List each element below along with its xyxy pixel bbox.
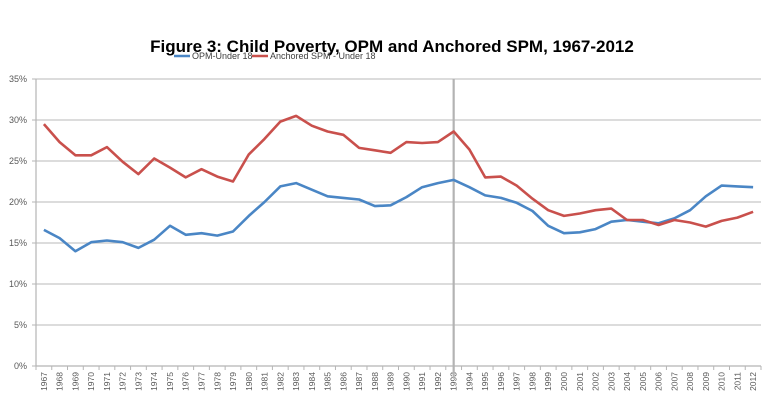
- x-tick-label: 1974: [149, 372, 159, 391]
- x-tick-label: 1967: [39, 372, 49, 391]
- x-tick-label: 2000: [559, 372, 569, 391]
- chart-title: Figure 3: Child Poverty, OPM and Anchore…: [150, 37, 634, 56]
- x-tick-label: 2001: [575, 372, 585, 391]
- legend: OPM-Under 18 Anchored SPM - Under 18: [174, 51, 376, 61]
- x-tick-label: 1980: [244, 372, 254, 391]
- x-tick-label: 1979: [228, 372, 238, 391]
- x-tick-label: 1982: [275, 372, 285, 391]
- x-tick-label: 2005: [638, 372, 648, 391]
- gridlines: [36, 78, 761, 326]
- y-tick-label: 0%: [14, 361, 27, 371]
- x-tick-label: 1978: [212, 372, 222, 391]
- x-tick-label: 1970: [86, 372, 96, 391]
- x-tick-label: 1999: [543, 372, 553, 391]
- x-tick-label: 2006: [654, 372, 664, 391]
- y-tick-label: 25%: [9, 156, 27, 166]
- x-tick-label: 1985: [323, 372, 333, 391]
- x-tick-label: 1996: [496, 372, 506, 391]
- x-tick-label: 2007: [669, 372, 679, 391]
- x-tick-label: 1977: [196, 372, 206, 391]
- y-axis: 0% 5% 10% 15% 20% 25% 30% 35%: [9, 74, 37, 371]
- x-tick-label: 1971: [102, 372, 112, 391]
- series-line-spm: [42, 114, 754, 228]
- x-tick-label: 1968: [55, 372, 65, 391]
- x-tick-label: 2004: [622, 372, 632, 391]
- x-tick-label: 1992: [433, 372, 443, 391]
- legend-label-opm: OPM-Under 18: [192, 51, 253, 61]
- y-tick-label: 10%: [9, 279, 27, 289]
- x-tick-label: 1973: [133, 372, 143, 391]
- x-tick-label: 1976: [181, 372, 191, 391]
- x-tick-label: 1987: [354, 372, 364, 391]
- x-tick-label: 1984: [307, 372, 317, 391]
- x-tick-label: 1995: [480, 372, 490, 391]
- y-tick-label: 30%: [9, 115, 27, 125]
- x-tick-label: 1998: [527, 372, 537, 391]
- x-tick-label: 1990: [401, 372, 411, 391]
- x-tick-label: 1983: [291, 372, 301, 391]
- x-tick-label: 2011: [732, 372, 742, 391]
- x-tick-label: 1972: [118, 372, 128, 391]
- x-tick-label: 1989: [386, 372, 396, 391]
- y-tick-label: 35%: [9, 74, 27, 84]
- x-tick-label: 1969: [70, 372, 80, 391]
- y-tick-label: 5%: [14, 320, 27, 330]
- series-lines: [42, 114, 754, 253]
- y-tick-label: 15%: [9, 238, 27, 248]
- legend-label-spm: Anchored SPM - Under 18: [270, 51, 376, 61]
- x-tick-label: 2003: [606, 372, 616, 391]
- x-tick-label: 1993: [449, 372, 459, 391]
- series-line-opm: [43, 178, 754, 253]
- x-tick-label: 2009: [701, 372, 711, 391]
- x-tick-label: 1988: [370, 372, 380, 391]
- x-tick-label: 1994: [464, 372, 474, 391]
- x-tick-label: 1981: [260, 372, 270, 391]
- x-tick-label: 2010: [717, 372, 727, 391]
- x-tick-label: 1975: [165, 372, 175, 391]
- x-tick-label: 2012: [748, 372, 758, 391]
- x-tick-label: 2008: [685, 372, 695, 391]
- x-axis: 1967 1968 1969 1970 1971 1972 1973 1974 1975 1976…: [35, 365, 762, 391]
- x-tick-label: 2002: [591, 372, 601, 391]
- x-tick-label: 1986: [338, 372, 348, 391]
- y-tick-label: 20%: [9, 197, 27, 207]
- x-tick-label: 1991: [417, 372, 427, 391]
- x-tick-label: 1997: [512, 372, 522, 391]
